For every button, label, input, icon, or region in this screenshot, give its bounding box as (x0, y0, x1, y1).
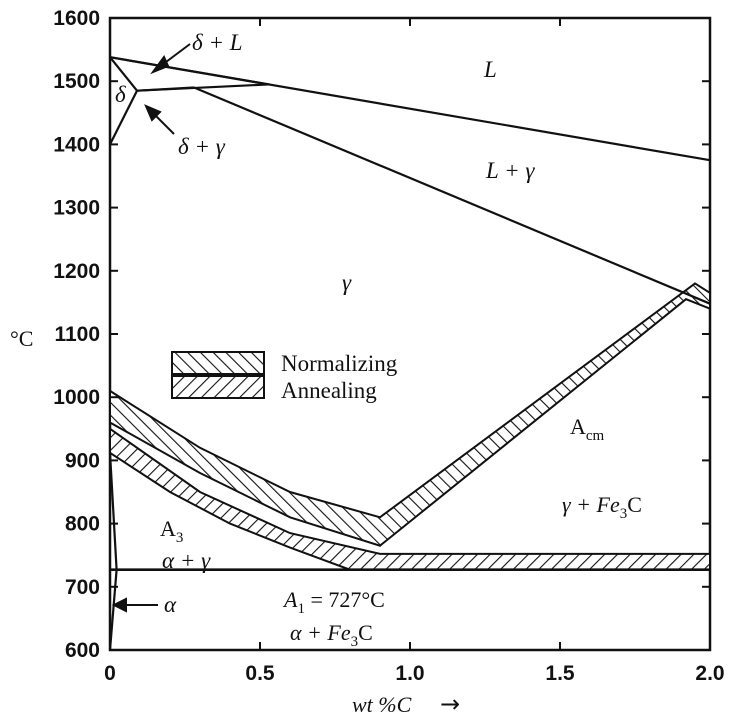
legend-swatch-normalizing (171, 351, 265, 375)
x-tick-label: 1.0 (395, 662, 424, 685)
x-axis-label: wt %C (352, 692, 412, 717)
legend-swatch-annealing (171, 375, 265, 399)
x-tick-label: 1.5 (545, 662, 575, 685)
label-gamma: γ (342, 270, 352, 295)
x-tick-label: 0.5 (245, 662, 275, 685)
axis-ticks (109, 17, 711, 651)
label-alpha-cementite: α + Fe3C (290, 620, 373, 650)
curve-delta-liquid (109, 56, 270, 86)
y-tick-label: 1000 (53, 386, 100, 409)
legend: Normalizing Annealing (171, 351, 398, 403)
label-acm: Acm (570, 414, 605, 444)
arrowhead-delta-gamma (144, 104, 162, 122)
heat-treatment-bands (109, 282, 711, 571)
y-tick-label: 600 (65, 639, 100, 662)
arrowhead-alpha (111, 597, 127, 613)
x-tick-labels: 0 0.5 1.0 1.5 2.0 (104, 662, 724, 685)
y-tick-label: 800 (65, 513, 100, 536)
label-delta-liquid: δ + L (192, 30, 243, 55)
y-tick-label: 900 (65, 449, 100, 472)
x-tick-label: 2.0 (695, 662, 724, 685)
x-axis-arrow: → (440, 690, 460, 718)
curve-delta-gamma-upper (109, 56, 138, 92)
label-gamma-cementite: γ + Fe3C (562, 492, 642, 522)
label-a3: A3 (160, 516, 183, 546)
curve-alpha-solvus (108, 452, 118, 651)
x-tick-label: 0 (104, 662, 116, 685)
curve-austenite-solidus (193, 86, 711, 305)
label-liquid-gamma: L + γ (485, 158, 535, 183)
label-delta-gamma: δ + γ (178, 134, 226, 159)
y-tick-label: 1100 (54, 323, 100, 346)
label-delta: δ (115, 82, 126, 107)
y-tick-label: 1200 (53, 260, 100, 283)
band-normalizing (109, 282, 711, 547)
legend-label-annealing: Annealing (281, 378, 377, 403)
y-tick-labels: 1600 1500 1400 1300 1200 1100 1000 900 800 700 600 (53, 7, 100, 662)
y-tick-label: 1500 (53, 70, 100, 93)
curve-gamma-delta (136, 86, 195, 92)
y-tick-label: 1300 (53, 197, 100, 220)
label-alpha: α (164, 592, 177, 617)
y-tick-label: 1400 (53, 133, 100, 156)
legend-label-normalizing: Normalizing (281, 351, 398, 376)
y-tick-label: 1600 (53, 7, 100, 30)
label-alpha-gamma: α + γ (162, 548, 211, 573)
annotation-arrows (111, 43, 191, 613)
curve-delta-gamma-lower (109, 90, 138, 145)
y-tick-label: 700 (65, 576, 100, 599)
arrowhead-delta-liquid (150, 55, 170, 75)
label-liquid: L (483, 57, 497, 82)
y-axis-label: °C (10, 326, 33, 351)
phase-boundaries (108, 56, 711, 651)
label-a1: A1 = 727°C (282, 587, 385, 617)
